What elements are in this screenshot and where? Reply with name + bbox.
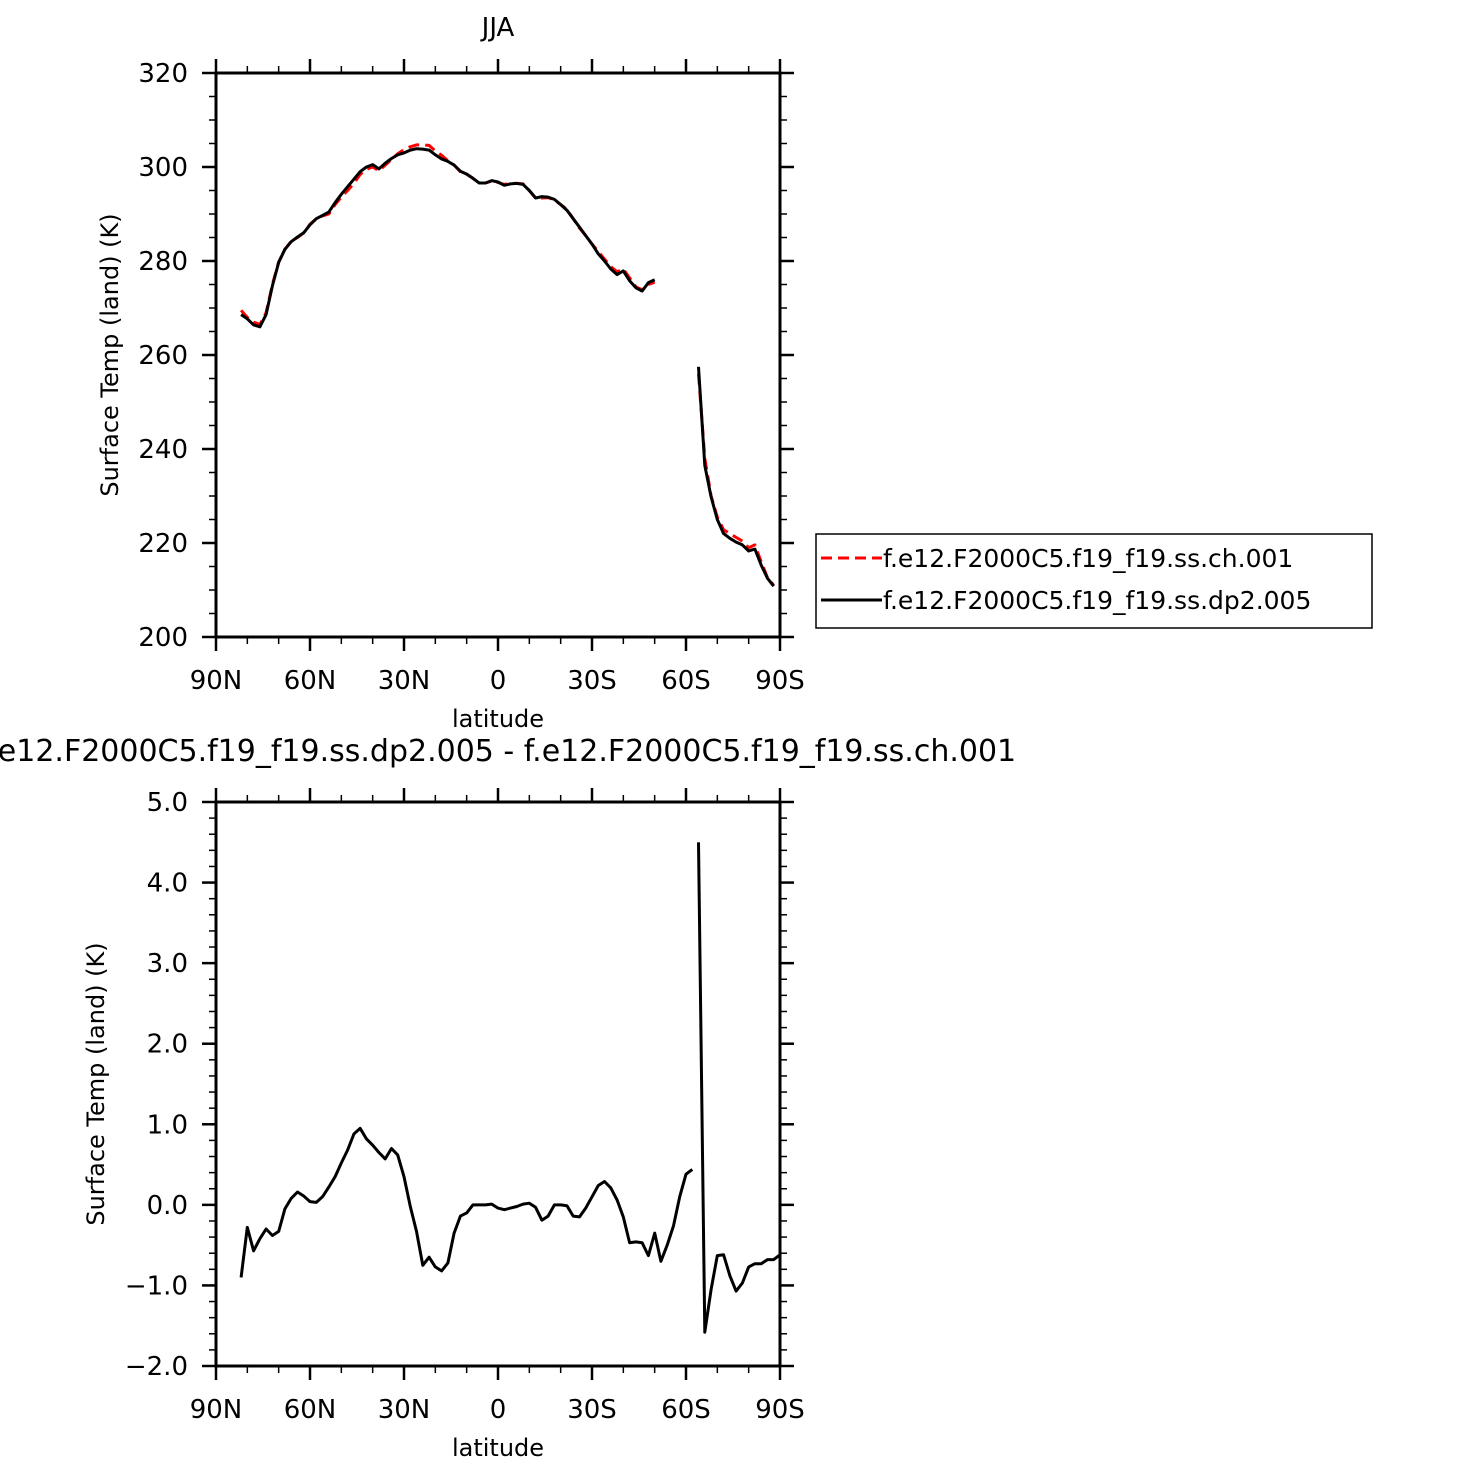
x-tick-label: 60N bbox=[284, 666, 337, 696]
series-line-2-segment-2 bbox=[697, 366, 775, 588]
y-tick-label: 200 bbox=[138, 623, 188, 653]
bottom-panel: f.e12.F2000C5.f19_f19.ss.dp2.005 - f.e12… bbox=[0, 734, 1016, 1462]
top-chart-title: JJA bbox=[480, 13, 515, 43]
y-tick-label: 280 bbox=[138, 247, 188, 277]
bottom-plot-lines bbox=[239, 842, 781, 1334]
bottom-chart-title: f.e12.F2000C5.f19_f19.ss.dp2.005 - f.e12… bbox=[0, 734, 1016, 769]
bottom-plot-frame bbox=[214, 800, 782, 1368]
legend-label-ch001: f.e12.F2000C5.f19_f19.ss.ch.001 bbox=[883, 544, 1293, 573]
y-tick-label: −1.0 bbox=[125, 1271, 188, 1301]
y-tick-label: 1.0 bbox=[147, 1110, 188, 1140]
y-tick-label: 2.0 bbox=[147, 1030, 188, 1060]
bottom-x-axis: 90N 60N 30N 0 30S 60S 90S bbox=[190, 788, 805, 1425]
top-y-axis-label: Surface Temp (land) (K) bbox=[96, 213, 124, 496]
legend-box bbox=[815, 533, 1373, 629]
x-tick-label: 60S bbox=[661, 666, 711, 696]
series-line-1-segment-1 bbox=[239, 1126, 694, 1278]
y-tick-label: 4.0 bbox=[147, 869, 188, 899]
bottom-y-axis: −2.0 −1.0 0.0 1.0 2.0 3.0 4.0 5.0 bbox=[125, 788, 794, 1382]
x-tick-label: 30N bbox=[378, 666, 431, 696]
y-tick-label: −2.0 bbox=[125, 1352, 188, 1382]
top-x-axis-label: latitude bbox=[452, 705, 544, 733]
series-line-2-segment-1 bbox=[240, 147, 656, 329]
x-tick-label: 0 bbox=[490, 1395, 507, 1425]
top-panel: JJA 200 220 240 260 280 300 320 90N 60N 30N 0 30S 6… bbox=[96, 13, 1373, 733]
x-tick-label: 0 bbox=[490, 666, 507, 696]
y-tick-label: 3.0 bbox=[147, 949, 188, 979]
y-tick-label: 260 bbox=[138, 341, 188, 371]
x-tick-label: 90N bbox=[190, 666, 243, 696]
x-tick-label: 60S bbox=[661, 1395, 711, 1425]
bottom-y-axis-label: Surface Temp (land) (K) bbox=[82, 942, 110, 1225]
y-tick-label: 0.0 bbox=[147, 1191, 188, 1221]
legend-label-dp2005: f.e12.F2000C5.f19_f19.ss.dp2.005 bbox=[883, 586, 1311, 615]
series-line-1-segment-2 bbox=[697, 373, 775, 587]
y-tick-label: 220 bbox=[138, 529, 188, 559]
x-tick-label: 90S bbox=[755, 1395, 805, 1425]
y-tick-label: 300 bbox=[138, 153, 188, 183]
x-tick-label: 30N bbox=[378, 1395, 431, 1425]
bottom-x-axis-label: latitude bbox=[452, 1434, 544, 1462]
legend: f.e12.F2000C5.f19_f19.ss.ch.001 f.e12.F2… bbox=[815, 533, 1373, 629]
series-line-1-segment-2 bbox=[697, 842, 781, 1334]
x-tick-label: 90S bbox=[755, 666, 805, 696]
top-plot-frame bbox=[214, 71, 782, 639]
y-tick-label: 240 bbox=[138, 435, 188, 465]
x-tick-label: 90N bbox=[190, 1395, 243, 1425]
x-tick-label: 30S bbox=[567, 666, 617, 696]
top-plot-lines bbox=[239, 143, 775, 588]
top-x-axis: 90N 60N 30N 0 30S 60S 90S bbox=[190, 59, 805, 696]
y-tick-label: 5.0 bbox=[147, 788, 188, 818]
y-tick-label: 320 bbox=[138, 59, 188, 89]
x-tick-label: 60N bbox=[284, 1395, 337, 1425]
top-y-axis: 200 220 240 260 280 300 320 bbox=[138, 59, 794, 653]
x-tick-label: 30S bbox=[567, 1395, 617, 1425]
